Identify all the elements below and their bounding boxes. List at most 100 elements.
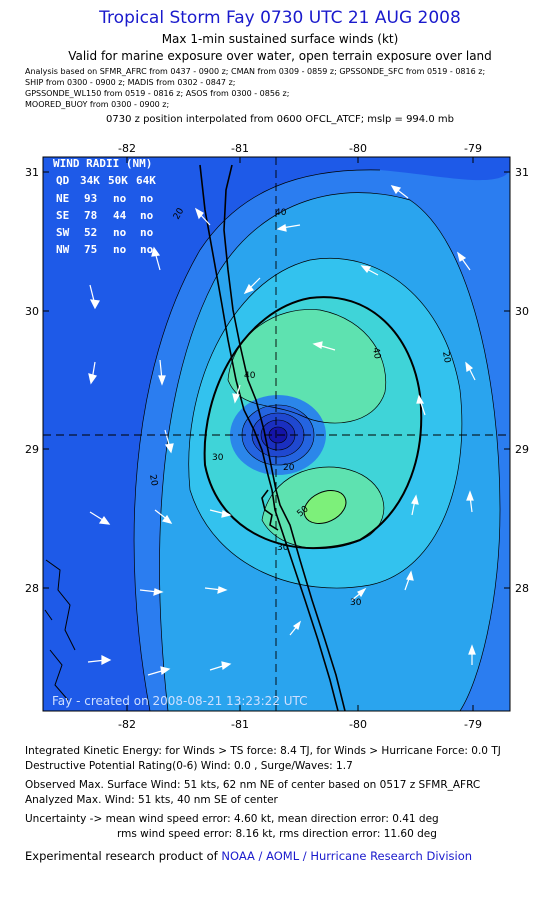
ike-line: Integrated Kinetic Energy: for Winds > T… [25, 745, 501, 757]
lon-tick-label: -80 [349, 718, 367, 731]
wind-arrow [404, 570, 414, 591]
map-title: Tropical Storm Fay 0730 UTC 21 AUG 2008 [99, 8, 461, 28]
lat-tick-label: 29 [515, 443, 529, 456]
position-note: 0730 z position interpolated from 0600 O… [106, 114, 454, 125]
wind-radii-cell: SW [56, 226, 70, 239]
uncertainty-line-1: Uncertainty -> mean wind speed error: 4.… [25, 813, 439, 825]
contour-label: 40 [244, 371, 256, 381]
wind-arrow [88, 361, 97, 385]
wind-radii-cell: NW [56, 243, 70, 256]
map-subtitle-exposure: Valid for marine exposure over water, op… [68, 49, 492, 63]
wind-radii-cell: 75 [84, 243, 97, 256]
wind-radii-header: 50K [108, 174, 128, 187]
contour-label: 40 [275, 208, 287, 218]
wind-radii-cell: 93 [84, 192, 97, 205]
wind-arrow [232, 384, 241, 404]
wind-arrow [360, 265, 379, 276]
lon-ticks-top: -82 -81 -80 -79 [118, 142, 482, 155]
wind-arrow [243, 277, 261, 295]
lon-tick-label: -81 [231, 718, 249, 731]
wind-arrow [468, 644, 476, 665]
lat-ticks-left: 31 30 29 28 [25, 166, 39, 595]
wind-radii-header: QD [56, 174, 70, 187]
contour-label: 20 [147, 474, 159, 487]
lat-ticks-right: 31 30 29 28 [515, 166, 529, 595]
wind-arrow [204, 586, 228, 594]
wind-arrow [164, 429, 174, 454]
wind-arrow [312, 341, 336, 351]
wind-radii-cell: no [140, 192, 154, 205]
wind-arrow [139, 588, 164, 596]
lat-tick-label: 28 [515, 582, 529, 595]
wind-arrow [416, 394, 426, 416]
wind-radii-cell: no [113, 226, 127, 239]
lon-tick-label: -79 [464, 142, 482, 155]
wind-arrow [89, 511, 111, 525]
wind-radii-cell: SE [56, 209, 69, 222]
analysis-line-2: SHIP from 0300 - 0900 z; MADIS from 0302… [25, 78, 236, 87]
observed-max-line: Observed Max. Surface Wind: 51 kts, 62 n… [25, 779, 481, 791]
contour-label: 40 [370, 347, 382, 360]
lon-tick-label: -82 [118, 718, 136, 731]
wind-arrow [390, 185, 409, 199]
wind-field: 20 30 40 50 20 30 40 30 20 40 20 WIND RA… [43, 157, 510, 711]
product-prefix: Experimental research product of [25, 849, 218, 863]
lon-tick-label: -81 [231, 142, 249, 155]
creation-credit: Fay - created on 2008-08-21 13:23:22 UTC [52, 694, 308, 708]
wind-arrow [465, 361, 476, 381]
wind-arrow [289, 620, 302, 636]
map-frame [42, 156, 511, 712]
wind-arrow [89, 284, 100, 310]
dpr-line: Destructive Potential Rating(0-6) Wind: … [25, 760, 353, 772]
lon-tick-label: -79 [464, 718, 482, 731]
wind-map: -82 -81 -80 -79 [25, 142, 529, 731]
wind-arrow [87, 655, 112, 665]
contour-label: 20 [283, 463, 295, 473]
product-credit: Experimental research product of NOAA / … [25, 849, 472, 863]
wind-arrow [154, 509, 173, 524]
lat-tick-label: 31 [25, 166, 39, 179]
map-subtitle: Max 1-min sustained surface winds (kt) [161, 32, 399, 46]
wind-arrow [411, 494, 419, 516]
lat-tick-label: 28 [25, 582, 39, 595]
wind-radii-cell: no [140, 243, 154, 256]
wind-radii-table: WIND RADII (NM) QD 34K 50K 64K NE 93 no … [53, 157, 156, 256]
hrd-link[interactable]: NOAA / AOML / Hurricane Research Divisio… [221, 849, 473, 863]
wind-arrow [351, 587, 367, 601]
lat-tick-label: 29 [25, 443, 39, 456]
contour-label: 20 [440, 351, 452, 364]
wind-arrow [194, 207, 211, 226]
wind-radii-header: 34K [80, 174, 100, 187]
analysis-line-3: GPSSONDE_WL150 from 0519 - 0816 z; ASOS … [25, 89, 290, 98]
wind-radii-cell: NE [56, 192, 69, 205]
analysis-line-1: Analysis based on SFMR_AFRC from 0437 - … [25, 67, 486, 76]
uncertainty-line-2: rms wind speed error: 8.16 kt, rms direc… [117, 828, 437, 840]
contour-label: 30 [212, 453, 224, 463]
lon-ticks-bottom: -82 -81 -80 -79 [118, 718, 482, 731]
contour-label: 30 [350, 598, 362, 608]
wind-arrow [276, 224, 301, 232]
wind-radii-cell: 78 [84, 209, 97, 222]
wind-arrow [209, 661, 232, 671]
wind-radii-cell: no [113, 192, 127, 205]
wind-arrow [158, 359, 166, 386]
wind-arrow [466, 490, 474, 513]
wind-radii-cell: 52 [84, 226, 97, 239]
analysis-line-4: MOORED_BUOY from 0300 - 0900 z; [25, 100, 170, 109]
wind-radii-title: WIND RADII (NM) [53, 157, 152, 170]
contour-label: 30 [277, 543, 289, 553]
wind-radii-cell: 44 [113, 209, 127, 222]
wind-radii-cell: no [140, 226, 154, 239]
wind-arrow [147, 666, 171, 676]
lon-tick-label: -82 [118, 142, 136, 155]
wind-arrow [209, 509, 232, 518]
wind-arrow [151, 246, 161, 271]
wind-radii-cell: no [140, 209, 154, 222]
analyzed-max-line: Analyzed Max. Wind: 51 kts, 40 nm SE of … [25, 794, 278, 806]
wind-radii-header: 64K [136, 174, 156, 187]
lat-tick-label: 30 [515, 305, 529, 318]
wind-radii-cell: no [113, 243, 127, 256]
storm-center-crosshair [43, 157, 510, 711]
lat-tick-label: 30 [25, 305, 39, 318]
lat-tick-label: 31 [515, 166, 529, 179]
